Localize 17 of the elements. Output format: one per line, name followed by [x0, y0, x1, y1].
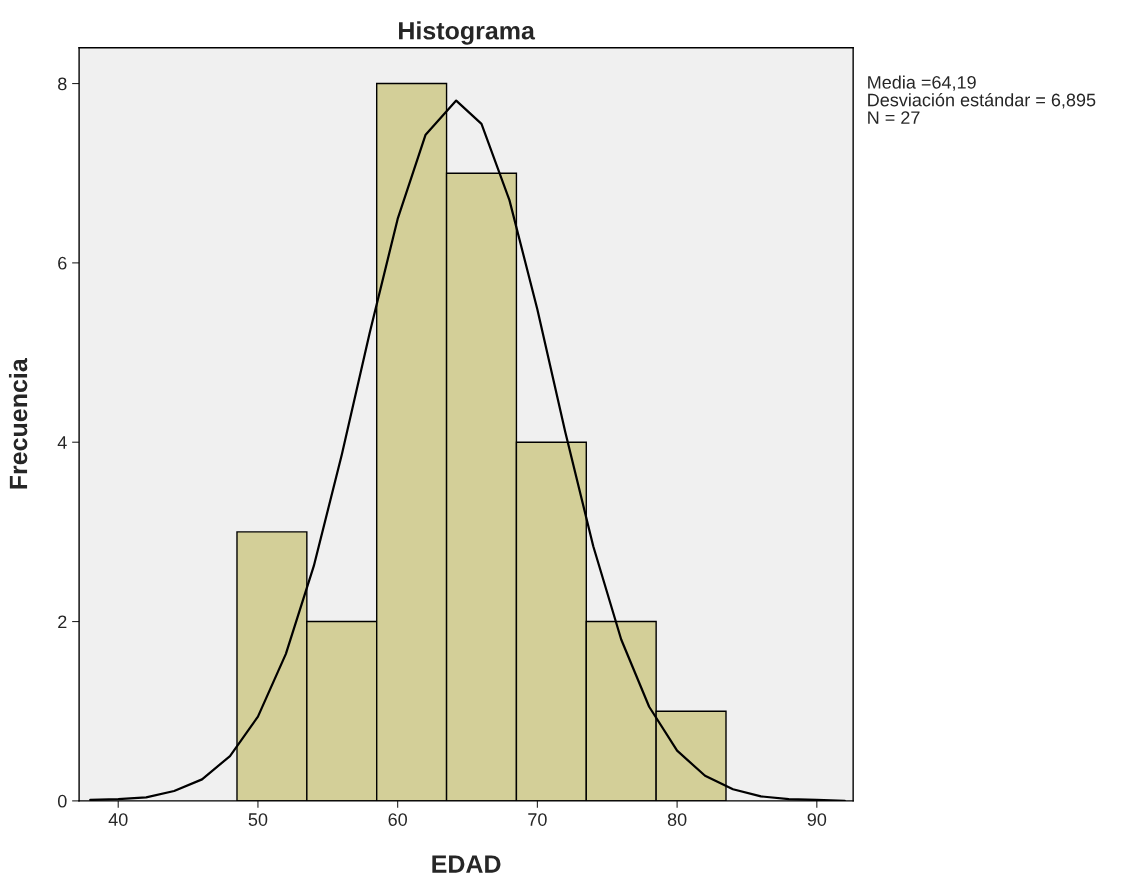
x-tick-label: 70: [528, 813, 547, 826]
y-tick-label: 0: [57, 794, 67, 808]
y-tick-label: 8: [58, 77, 67, 91]
x-tick-label: 80: [667, 813, 687, 826]
text: Desviación estándar = 6,895: [868, 92, 1096, 109]
x-tick-label: 90: [807, 813, 827, 826]
y-tick-label: 2: [58, 615, 67, 629]
y-axis-title: Frecuencia: [8, 358, 28, 489]
text: N = 27: [868, 111, 920, 124]
x-tick-label: 40: [108, 813, 128, 826]
x-axis-title: EDAD: [432, 855, 501, 873]
x-tick-label: 50: [248, 813, 268, 826]
text: Media =64,19: [868, 75, 976, 91]
y-tick-label: 6: [58, 256, 67, 270]
x-tick-label: 60: [388, 813, 407, 826]
chart-title: Histograma: [399, 21, 536, 45]
y-tick-label: 4: [57, 436, 67, 449]
